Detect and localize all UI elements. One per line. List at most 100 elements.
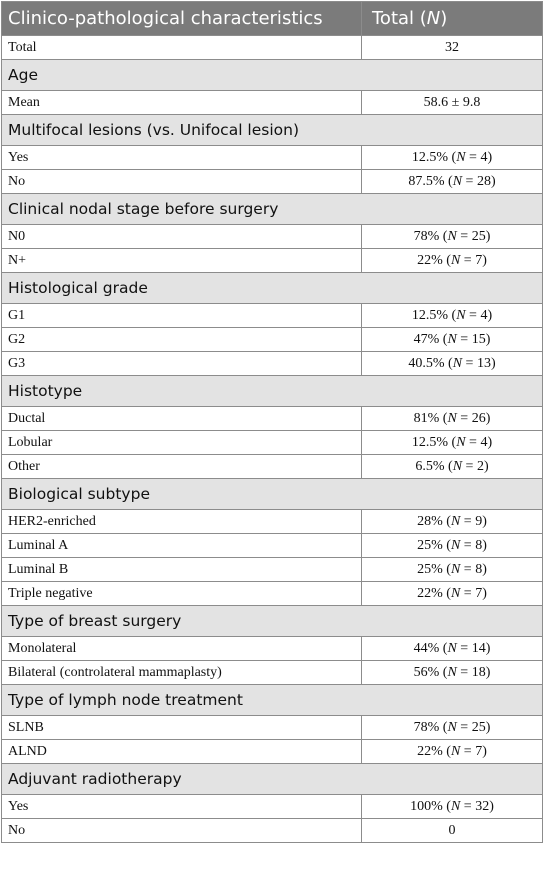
value-percent: 78% [413, 228, 440, 244]
section-title: Histotype [1, 375, 543, 407]
row-value: 22% (N = 7) [361, 581, 543, 606]
value-percent: 81% [413, 410, 440, 426]
table-row: G3 40.5% (N = 13) [1, 351, 543, 376]
table-row: Total 32 [1, 35, 543, 60]
value-count: 7 [475, 252, 483, 268]
value-count: 26 [471, 410, 486, 426]
value-count: 14 [471, 640, 486, 656]
value-count: 8 [475, 561, 483, 577]
value-percent: 22% [417, 585, 443, 601]
row-value: 25% (N = 8) [361, 533, 543, 558]
table-row: Luminal A 25% (N = 8) [1, 533, 543, 558]
value-count: 15 [471, 331, 486, 347]
table-row: N+ 22% (N = 7) [1, 248, 543, 273]
row-label: Bilateral (controlateral mammaplasty) [1, 660, 362, 685]
table-row: No 0 [1, 818, 543, 843]
value-count: 25 [471, 719, 486, 735]
value-count: 4 [480, 307, 488, 323]
value-percent: 58.6 ± 9.8 [423, 94, 481, 110]
section-title: Clinical nodal stage before surgery [1, 193, 543, 225]
table-row: Luminal B 25% (N = 8) [1, 557, 543, 582]
value-percent: 100% [410, 798, 443, 814]
row-value: 81% (N = 26) [361, 406, 543, 431]
row-value: 25% (N = 8) [361, 557, 543, 582]
row-value: 32 [361, 35, 543, 60]
table-row: Triple negative 22% (N = 7) [1, 581, 543, 606]
row-value: 12.5% (N = 4) [361, 303, 543, 328]
value-percent: 0 [448, 822, 456, 838]
section-row: Multifocal lesions (vs. Unifocal lesion) [1, 114, 543, 146]
row-label: Luminal B [1, 557, 362, 582]
row-value: 78% (N = 25) [361, 224, 543, 249]
value-count: 9 [475, 513, 483, 529]
table-row: Ductal 81% (N = 26) [1, 406, 543, 431]
table-row: HER2-enriched 28% (N = 9) [1, 509, 543, 534]
value-percent: 25% [417, 561, 443, 577]
table-row: SLNB 78% (N = 25) [1, 715, 543, 740]
value-count: 18 [471, 664, 486, 680]
row-label: Yes [1, 794, 362, 819]
value-percent: 47% [413, 331, 440, 347]
row-label: Other [1, 454, 362, 479]
value-percent: 78% [413, 719, 440, 735]
row-label: SLNB [1, 715, 362, 740]
section-title: Histological grade [1, 272, 543, 304]
row-label: G3 [1, 351, 362, 376]
value-percent: 44% [413, 640, 440, 656]
row-label: G1 [1, 303, 362, 328]
row-value: 0 [361, 818, 543, 843]
table-row: Lobular 12.5% (N = 4) [1, 430, 543, 455]
value-percent: 12.5% [411, 307, 449, 323]
section-title: Age [1, 59, 543, 91]
value-percent: 12.5% [411, 149, 449, 165]
row-value: 6.5% (N = 2) [361, 454, 543, 479]
value-percent: 32 [445, 39, 459, 55]
row-label: G2 [1, 327, 362, 352]
table-body: Total 32 Age Mean 58.6 ± 9.8 Multifocal lesio… [1, 35, 543, 843]
row-value: 47% (N = 15) [361, 327, 543, 352]
row-label: Triple negative [1, 581, 362, 606]
value-count: 13 [476, 355, 491, 371]
row-label: No [1, 169, 362, 194]
value-count: 8 [475, 537, 483, 553]
section-title: Biological subtype [1, 478, 543, 510]
value-percent: 25% [417, 537, 443, 553]
value-count: 2 [476, 458, 484, 474]
value-percent: 28% [417, 513, 443, 529]
table-header-row: Clinico-pathological characteristics Tot… [1, 1, 543, 36]
value-count: 7 [475, 743, 483, 759]
value-count: 4 [480, 149, 488, 165]
value-percent: 87.5% [408, 173, 445, 189]
row-label: Lobular [1, 430, 362, 455]
section-title: Type of breast surgery [1, 605, 543, 637]
row-value: 40.5% (N = 13) [361, 351, 543, 376]
table-row: Mean 58.6 ± 9.8 [1, 90, 543, 115]
row-label: Ductal [1, 406, 362, 431]
section-row: Biological subtype [1, 478, 543, 510]
row-value: 56% (N = 18) [361, 660, 543, 685]
value-count: 7 [475, 585, 483, 601]
value-percent: 12.5% [411, 434, 449, 450]
table-row: G2 47% (N = 15) [1, 327, 543, 352]
section-row: Age [1, 59, 543, 91]
row-value: 12.5% (N = 4) [361, 145, 543, 170]
row-value: 28% (N = 9) [361, 509, 543, 534]
table-row: Other 6.5% (N = 2) [1, 454, 543, 479]
characteristics-table: Clinico-pathological characteristics Tot… [1, 1, 543, 843]
header-characteristics: Clinico-pathological characteristics [1, 1, 362, 36]
section-row: Histological grade [1, 272, 543, 304]
section-row: Histotype [1, 375, 543, 407]
row-label: Yes [1, 145, 362, 170]
table-row: ALND 22% (N = 7) [1, 739, 543, 764]
value-count: 25 [471, 228, 486, 244]
value-count: 28 [476, 173, 491, 189]
table-row: Bilateral (controlateral mammaplasty) 56%… [1, 660, 543, 685]
row-value: 100% (N = 32) [361, 794, 543, 819]
row-label: Luminal A [1, 533, 362, 558]
value-percent: 22% [417, 252, 443, 268]
section-row: Type of lymph node treatment [1, 684, 543, 716]
value-percent: 56% [413, 664, 440, 680]
row-value: 22% (N = 7) [361, 739, 543, 764]
table-row: N0 78% (N = 25) [1, 224, 543, 249]
value-percent: 22% [417, 743, 443, 759]
